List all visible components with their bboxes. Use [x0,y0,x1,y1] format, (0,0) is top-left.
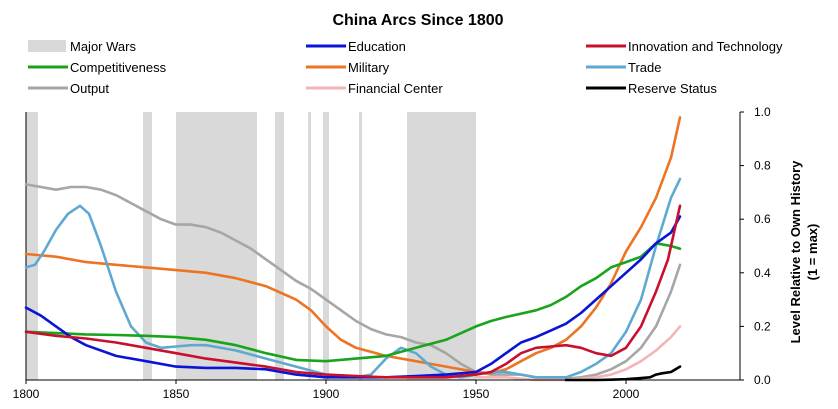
y-tick-label: 0.4 [754,266,771,280]
legend-label: Reserve Status [628,81,717,96]
legend-item-innovation-and-technology: Innovation and Technology [586,39,783,54]
legend-item-financial-center: Financial Center [306,81,443,96]
x-tick-label: 1950 [463,387,490,401]
legend-item-reserve-status: Reserve Status [586,81,717,96]
series-line-education [24,215,682,379]
legend-item-trade: Trade [586,60,661,75]
legend-item-output: Output [28,81,109,96]
legend-label: Education [348,39,406,54]
series-line-innovation-and-technology [24,204,682,379]
x-tick-label: 1800 [13,387,40,401]
legend-item-major-wars: Major Wars [28,39,136,54]
y-tick-label: 0.8 [754,159,771,173]
y-tick-label: 0.0 [754,373,771,387]
legend-item-competitiveness: Competitiveness [28,60,167,75]
y-axis-label-line2: (1 = max) [805,224,820,281]
x-tick-label: 1900 [313,387,340,401]
legend-label: Major Wars [70,39,136,54]
war-band [359,112,362,380]
legend-swatch [28,40,66,52]
legend-item-education: Education [306,39,406,54]
y-tick-label: 1.0 [754,105,771,119]
series-line-trade [24,177,682,379]
legend-label: Innovation and Technology [628,39,783,54]
y-axis: 0.0 0.2 0.4 0.6 0.8 1.0 [740,105,771,387]
chart-title: China Arcs Since 1800 [332,12,503,29]
legend-label: Trade [628,60,661,75]
legend-item-military: Military [306,60,390,75]
legend: Major Wars Education Innovation and Techno… [28,39,783,96]
legend-label: Output [70,81,109,96]
y-tick-label: 0.2 [754,319,771,333]
series-line-output [24,183,682,380]
war-band [308,112,311,380]
y-axis-label-line1: Level Relative to Own History [788,160,803,344]
legend-label: Military [348,60,390,75]
war-band [407,112,476,380]
series-line-competitiveness [24,242,682,363]
y-tick-label: 0.6 [754,212,771,226]
war-band [26,112,38,380]
war-band [275,112,284,380]
x-axis: 1800 1850 1900 1950 2000 [13,379,740,401]
x-tick-label: 1850 [163,387,190,401]
war-band [143,112,152,380]
legend-label: Competitiveness [70,60,167,75]
x-tick-label: 2000 [613,387,640,401]
war-band [323,112,329,380]
legend-label: Financial Center [348,81,443,96]
plot-area [24,112,741,382]
